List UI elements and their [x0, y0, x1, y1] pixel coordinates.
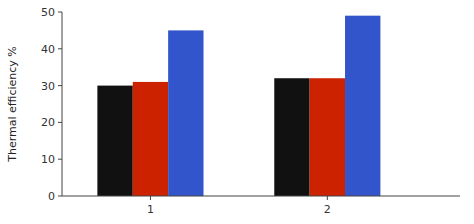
- y-tick: [58, 122, 62, 123]
- x-tick-label: 1: [147, 203, 154, 216]
- y-tick-label: 50: [41, 6, 55, 19]
- bar: [310, 78, 345, 196]
- y-tick: [58, 48, 62, 49]
- y-tick-label: 30: [41, 80, 55, 93]
- bar: [345, 16, 380, 196]
- bars: [97, 16, 380, 196]
- bar: [274, 78, 309, 196]
- x-axis-line: [62, 196, 460, 197]
- y-tick-label: 40: [41, 43, 55, 56]
- x-tick: [150, 196, 151, 200]
- y-axis-label: Thermal efficiency %: [6, 46, 19, 163]
- y-tick: [58, 196, 62, 197]
- x-tick: [327, 196, 328, 200]
- chart-container: 0 10 20 30 40 50 1 2 Thermal efficiency %: [0, 0, 474, 224]
- y-tick-label: 10: [41, 153, 55, 166]
- y-tick: [58, 85, 62, 86]
- bar: [133, 82, 168, 196]
- bar: [97, 86, 132, 196]
- chart: 0 10 20 30 40 50 1 2 Thermal efficiency %: [0, 0, 474, 224]
- y-tick: [58, 12, 62, 13]
- y-tick-label: 20: [41, 116, 55, 129]
- x-tick-label: 2: [324, 203, 331, 216]
- y-axis-line: [62, 12, 63, 196]
- bar: [168, 30, 203, 196]
- y-tick: [58, 159, 62, 160]
- y-tick-label: 0: [48, 190, 55, 203]
